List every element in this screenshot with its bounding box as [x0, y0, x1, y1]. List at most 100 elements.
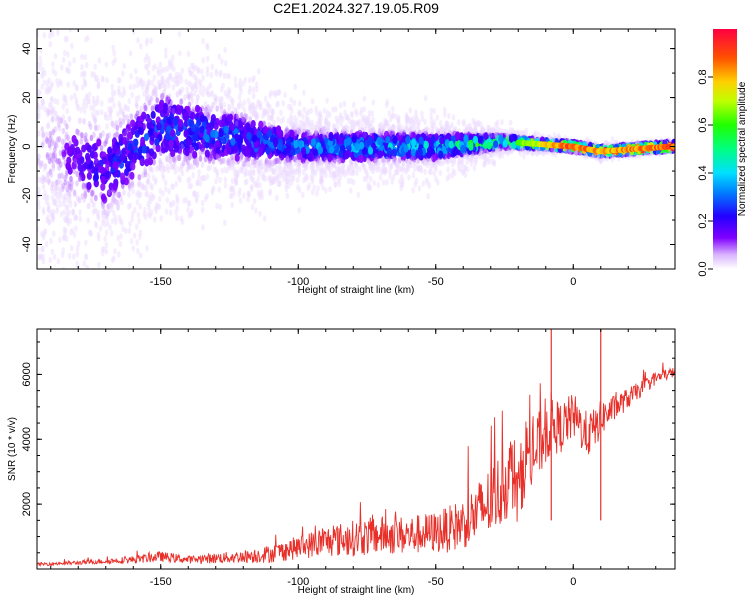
spectrogram-cell — [311, 189, 315, 195]
spectrogram-cell — [45, 241, 49, 247]
spectrogram-cell — [220, 168, 224, 174]
spectrogram-cell — [368, 184, 372, 190]
spectrogram-cell — [258, 211, 262, 217]
spectrogram-cell — [145, 40, 149, 46]
spectrogram-cell — [247, 161, 251, 167]
spectrogram-cell — [260, 189, 264, 195]
spectrogram-cell — [205, 134, 210, 142]
spectrogram-cell — [208, 158, 212, 164]
spectrogram-cell — [79, 117, 83, 123]
spectrogram-cell — [241, 168, 245, 174]
spectrogram-cell — [128, 153, 133, 161]
spectrogram-cell — [42, 183, 46, 189]
spectrogram-cell — [43, 287, 47, 293]
spectrogram-cell — [139, 252, 143, 258]
spectrogram-cell — [89, 230, 93, 236]
spectrogram-cell — [191, 172, 195, 178]
spectrogram-cell — [500, 119, 504, 125]
spectrogram-cell — [101, 76, 105, 82]
spectrogram-cell — [305, 164, 309, 170]
spectrogram-cell — [218, 54, 222, 60]
spectrogram-cell — [327, 154, 332, 162]
spectrogram-cell — [468, 127, 472, 133]
spectrogram-cell — [258, 121, 263, 129]
spectrogram-cell — [195, 105, 200, 113]
spectrogram-cell — [223, 101, 227, 107]
spectrogram-cell — [218, 71, 222, 77]
spectrogram-cell — [307, 182, 311, 188]
spectrogram-cell — [49, 238, 53, 244]
spectrogram-cell — [49, 41, 53, 47]
spectrogram-cell — [183, 155, 187, 161]
spectrogram-cell — [439, 170, 443, 176]
spectrogram-cell — [319, 120, 323, 126]
spectrogram-cell — [135, 224, 139, 230]
spectrogram-cell — [271, 110, 275, 116]
spectrogram-cell — [136, 37, 140, 43]
spectrogram-cell — [210, 63, 214, 69]
spectrogram-cell — [396, 164, 400, 170]
spectrogram-cell — [52, 68, 56, 74]
spectrogram-cell — [70, 43, 74, 49]
spectrogram-cell — [130, 92, 134, 98]
spectrogram-cell — [443, 111, 447, 117]
spectrogram-cell — [233, 166, 237, 172]
spectrogram-cell — [333, 181, 337, 187]
spectrogram-cell — [138, 182, 142, 188]
spectrogram-cell — [112, 50, 116, 56]
spectrogram-cell — [199, 155, 203, 161]
spectrogram-cell — [104, 171, 109, 179]
spectrogram-cell — [447, 173, 451, 179]
spectrogram-cell — [47, 179, 51, 185]
spectrogram-cell — [307, 129, 311, 135]
chart-title: C2E1.2024.327.19.05.R09 — [273, 0, 439, 16]
spectrogram-cell — [54, 53, 58, 59]
spectrogram-cell — [96, 95, 100, 101]
spectrogram-cell — [62, 227, 66, 233]
spectrogram-cell — [101, 246, 105, 252]
spectrogram-cell — [522, 153, 526, 159]
spectrogram-cell — [43, 189, 47, 195]
spectrogram-cell — [105, 77, 109, 83]
spectrogram-cell — [104, 111, 108, 117]
spectrogram-cell — [383, 118, 387, 124]
spectrogram-cell — [42, 209, 46, 215]
spectrogram-cell — [73, 191, 77, 197]
spectrogram-cell — [180, 98, 184, 104]
spectrogram-cell — [126, 114, 130, 120]
spectrogram-cell — [53, 281, 57, 287]
spectrogram-cell — [66, 51, 70, 57]
spectrogram-cell — [315, 190, 319, 196]
spectrogram-cell — [431, 129, 435, 135]
spectrogram-cell — [230, 202, 234, 208]
spectrogram-cell — [49, 152, 53, 158]
spectrogram-cell — [249, 116, 253, 122]
spectrogram-cell — [129, 84, 133, 90]
spectrogram-cell — [297, 207, 301, 213]
spectrogram-cell — [138, 203, 142, 209]
spectrogram-cell — [352, 102, 356, 108]
spectrogram-cell — [411, 187, 415, 193]
spectrogram-cell — [56, 136, 60, 142]
spectrogram-cell — [278, 163, 282, 169]
spectrogram-cell — [209, 122, 214, 130]
spectrogram-cell — [78, 209, 82, 215]
spectrogram-cell — [296, 165, 300, 171]
spectrogram-cell — [135, 239, 139, 245]
spectrogram-cell — [280, 118, 284, 124]
spectrogram-cell — [151, 195, 155, 201]
spectrogram-cell — [333, 157, 337, 163]
spectrogram-cell — [311, 169, 315, 175]
spectrogram-cell — [268, 190, 272, 196]
spectrogram-cell — [60, 192, 64, 198]
spectrogram-cell — [422, 180, 426, 186]
spectrogram-cell — [247, 97, 251, 103]
spectrogram-cell — [436, 114, 440, 120]
spectrogram-cell — [412, 172, 416, 178]
spectrogram-cell — [138, 81, 142, 87]
spectrogram-cell — [96, 13, 100, 19]
spectrogram-cell — [195, 197, 199, 203]
spectrogram-cell — [167, 188, 171, 194]
spectrogram-cell — [63, 216, 67, 222]
spectrogram-cell — [43, 70, 47, 76]
